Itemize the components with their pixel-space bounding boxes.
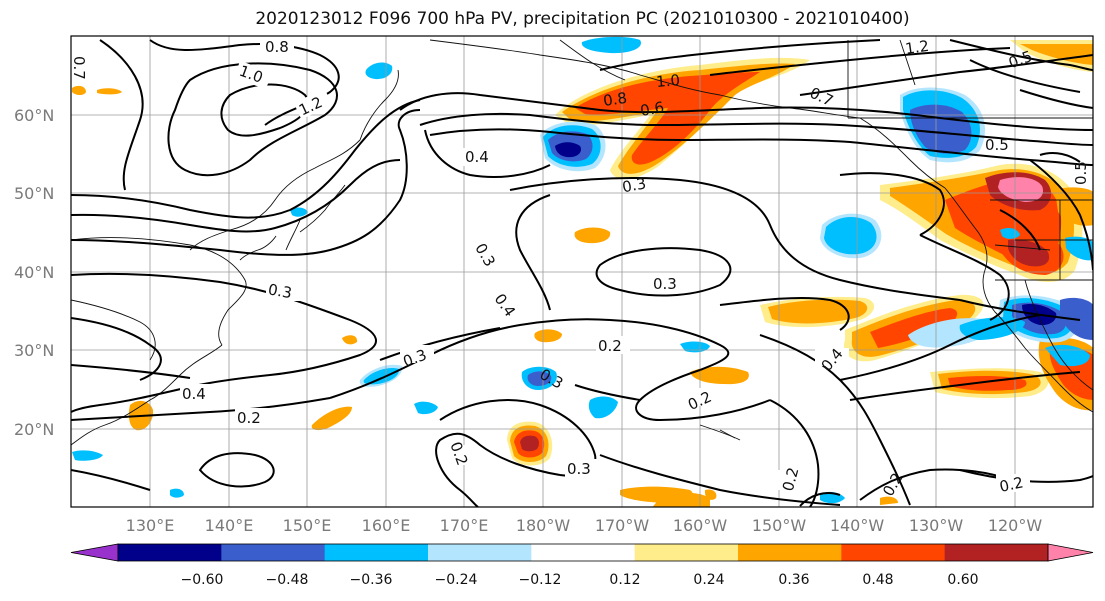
longitude-labels: 130°E 140°E 150°E 160°E 170°E 180°W 170°… (126, 516, 1043, 535)
contour-label: 0.3 (567, 460, 591, 478)
lat-label: 30°N (14, 341, 54, 360)
contour-label: 0.8 (265, 38, 289, 56)
latitude-labels: 60°N 50°N 40°N 30°N 20°N (14, 106, 54, 439)
colorbar-segment (634, 544, 739, 561)
contour-label: 0.8 (602, 89, 628, 110)
contour-label: 0.3 (267, 280, 294, 302)
contour-label: 0.2 (598, 337, 622, 355)
colorbar-segment (841, 544, 946, 561)
lon-label: 180°W (516, 516, 571, 535)
colorbar-segment (324, 544, 429, 561)
lon-label: 160°E (362, 516, 411, 535)
contour-label: 0.2 (237, 409, 261, 427)
colorbar-segment (738, 544, 842, 561)
contour-label: 0.3 (653, 275, 677, 293)
colorbar-tick-label: −0.36 (350, 572, 393, 588)
contour-label: 0.6 (639, 98, 666, 120)
contour-label: 0.7 (70, 56, 88, 80)
contour-label: 0.3 (621, 174, 648, 196)
lon-label: 140°W (830, 516, 885, 535)
pv-contours (71, 39, 1093, 507)
colorbar-outline (117, 543, 1049, 562)
colorbar-tick-label: 0.12 (609, 572, 640, 588)
lat-label: 60°N (14, 106, 54, 125)
colorbar-extend-low (70, 543, 119, 562)
map-title: 2020123012 F096 700 hPa PV, precipitatio… (255, 9, 910, 29)
contour-label: 0.5 (985, 136, 1009, 154)
lat-label: 50°N (14, 184, 54, 203)
contour-label: 0.5 (1072, 161, 1090, 185)
colorbar-tick-label: −0.48 (266, 572, 309, 588)
colorbar-tick-label: −0.60 (181, 572, 224, 588)
contour-label: 0.2 (998, 473, 1025, 496)
contour-label: 0.2 (779, 465, 803, 493)
precip-positive-areas (72, 40, 1093, 507)
colorbar-tick-label: −0.12 (519, 572, 562, 588)
colorbar-segment (531, 544, 636, 561)
colorbar-tick-label: 0.60 (947, 572, 978, 588)
lon-label: 130°W (909, 516, 964, 535)
colorbar-ticks: −0.60 −0.48 −0.36 −0.24 −0.12 0.12 0.24 … (181, 572, 979, 588)
colorbar-tick-label: −0.24 (435, 572, 478, 588)
graticule (71, 36, 1093, 507)
lat-label: 40°N (14, 263, 54, 282)
colorbar-tick-label: 0.48 (862, 572, 893, 588)
colorbar-segment (944, 544, 1049, 561)
lon-label: 150°E (283, 516, 332, 535)
lon-label: 170°E (440, 516, 489, 535)
colorbar-tick-label: 0.36 (778, 572, 809, 588)
coastlines (71, 39, 1093, 446)
lon-label: 170°W (595, 516, 650, 535)
colorbar-segment (428, 544, 532, 561)
colorbar-segment (221, 544, 326, 561)
colorbar-tick-label: 0.24 (693, 572, 724, 588)
map-frame (70, 35, 1094, 508)
colorbar (70, 543, 1094, 562)
colorbar-segment (118, 544, 222, 561)
contour-label: 1.0 (655, 71, 680, 91)
lon-label: 120°W (988, 516, 1043, 535)
lon-label: 130°E (126, 516, 175, 535)
lat-label: 20°N (14, 420, 54, 439)
contour-label: 1.2 (904, 37, 930, 58)
lon-label: 160°W (673, 516, 728, 535)
lon-label: 140°E (205, 516, 254, 535)
colorbar-extend-high (1047, 543, 1094, 562)
contour-label: 0.4 (465, 148, 489, 166)
contour-label: 0.4 (182, 385, 206, 403)
lon-label: 150°W (752, 516, 807, 535)
